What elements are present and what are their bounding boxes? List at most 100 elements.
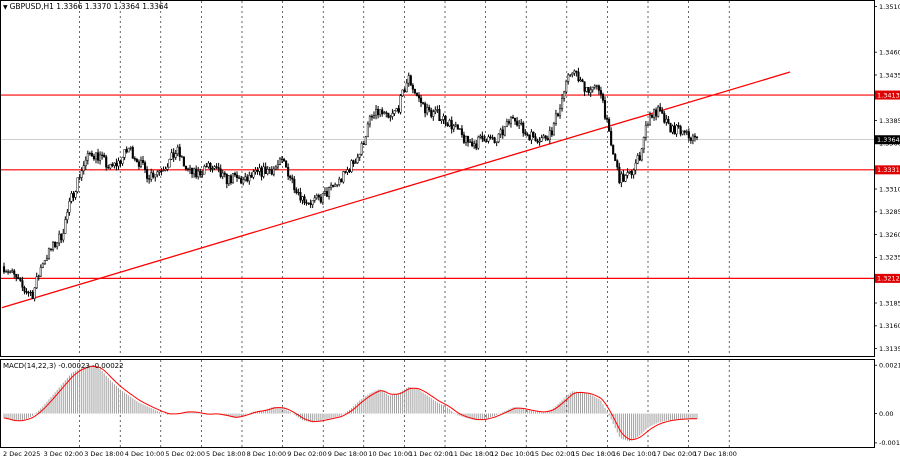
candle-body <box>483 138 486 142</box>
candle-body <box>522 122 525 134</box>
candle-body <box>436 109 439 111</box>
candle-body <box>223 172 226 175</box>
candle-body <box>141 159 145 163</box>
candle-body <box>96 152 100 161</box>
candle-body <box>593 85 596 88</box>
candle-body <box>240 178 243 184</box>
candle-body <box>505 121 508 128</box>
candle-body <box>283 158 286 162</box>
candle-body <box>305 202 308 204</box>
candle-body <box>413 89 416 94</box>
candle-body <box>135 159 138 163</box>
candle-body <box>311 200 314 205</box>
levels-layer: 1.3413 1.3331 1.3212 1.3364 <box>1 90 900 283</box>
candle-body <box>591 86 594 91</box>
level-price-badge <box>875 273 900 283</box>
candle-body <box>426 106 429 114</box>
candle-body <box>9 271 12 273</box>
candle-body <box>280 158 284 160</box>
candle-body <box>375 108 378 116</box>
candle-body <box>193 168 196 175</box>
candle-body <box>168 158 171 168</box>
level-price-badge <box>875 165 900 175</box>
level-price-badge <box>875 90 900 100</box>
candle-body <box>180 156 183 158</box>
price-axis-label: 1.3285 <box>879 208 900 216</box>
candle-body <box>148 178 151 180</box>
candle-body <box>2 266 6 273</box>
candle-body <box>389 116 392 118</box>
time-axis-label: 3 Dec 18:00 <box>84 450 124 458</box>
candle-body <box>176 146 179 154</box>
candle-body <box>469 141 472 143</box>
candle-body <box>636 155 639 164</box>
candle-body <box>534 136 537 141</box>
price-axis-label: 1.3160 <box>879 322 900 330</box>
candle-body <box>428 106 431 111</box>
candle-body <box>127 148 130 153</box>
candle-body <box>407 75 410 84</box>
candle-body <box>250 174 253 178</box>
time-axis-label: 11 Dec 02:00 <box>409 450 453 458</box>
macd-axis-label: 0.00 <box>879 410 893 418</box>
candle-body <box>626 172 629 176</box>
time-axis-label: 12 Dec 10:00 <box>490 450 534 458</box>
candle-body <box>669 122 672 133</box>
candle-body <box>88 152 91 155</box>
candle-body <box>377 108 380 116</box>
candle-body <box>383 112 386 114</box>
time-axis-label: 17 Dec 02:00 <box>653 450 697 458</box>
macd-axis-label: -0.00131 <box>879 439 900 447</box>
candle-body <box>107 166 110 169</box>
candle-body <box>256 170 259 172</box>
candle-body <box>21 280 24 288</box>
candle-body <box>301 196 304 201</box>
candle-body <box>503 126 506 136</box>
candle-body <box>101 154 104 156</box>
candle-body <box>133 158 136 160</box>
candle-body <box>276 164 279 168</box>
candle-body <box>556 113 560 116</box>
candle-body <box>182 156 185 167</box>
candle-body <box>166 166 169 170</box>
candle-body <box>448 120 451 127</box>
macd-layer: 0.00216 0.00 -0.00131 <box>3 362 900 447</box>
candle-body <box>37 275 40 277</box>
macd-indicator-label: MACD(14,22,3) -0.00023 -0.00022 <box>3 362 124 370</box>
candle-body <box>673 125 676 135</box>
candle-body <box>446 123 449 127</box>
price-axis-label: 1.3185 <box>879 299 900 307</box>
candle-body <box>307 202 310 204</box>
candle-body <box>209 162 212 170</box>
candle-body <box>242 179 245 184</box>
symbol-info-bar[interactable]: ▼ GBPUSD,H1 1.3366 1.3370 1.3364 1.3364 <box>3 2 168 11</box>
candle-body <box>360 143 363 155</box>
collapse-triangle-icon[interactable]: ▼ <box>3 4 8 11</box>
candle-body <box>536 140 539 143</box>
candle-body <box>679 126 682 135</box>
candle-body <box>550 130 553 136</box>
candle-body <box>49 248 53 250</box>
candle-body <box>70 193 73 202</box>
candle-body <box>323 191 326 194</box>
time-axis-label: 15 Dec 18:00 <box>571 450 615 458</box>
candle-body <box>368 116 371 125</box>
candle-body <box>313 197 316 201</box>
candle-body <box>231 173 235 184</box>
candle-body <box>475 143 478 149</box>
candle-body <box>336 184 339 186</box>
candle-body <box>417 95 421 99</box>
candle-body <box>424 103 427 114</box>
level-price-badge-text: 1.3413 <box>877 91 900 99</box>
candle-body <box>683 130 686 133</box>
candle-body <box>17 277 20 280</box>
candle-body <box>516 120 519 126</box>
candle-body <box>248 174 251 182</box>
candle-body <box>372 115 376 118</box>
candle-body <box>495 141 498 143</box>
candle-body <box>76 177 79 192</box>
candle-body <box>195 168 198 178</box>
candle-body <box>62 233 65 241</box>
